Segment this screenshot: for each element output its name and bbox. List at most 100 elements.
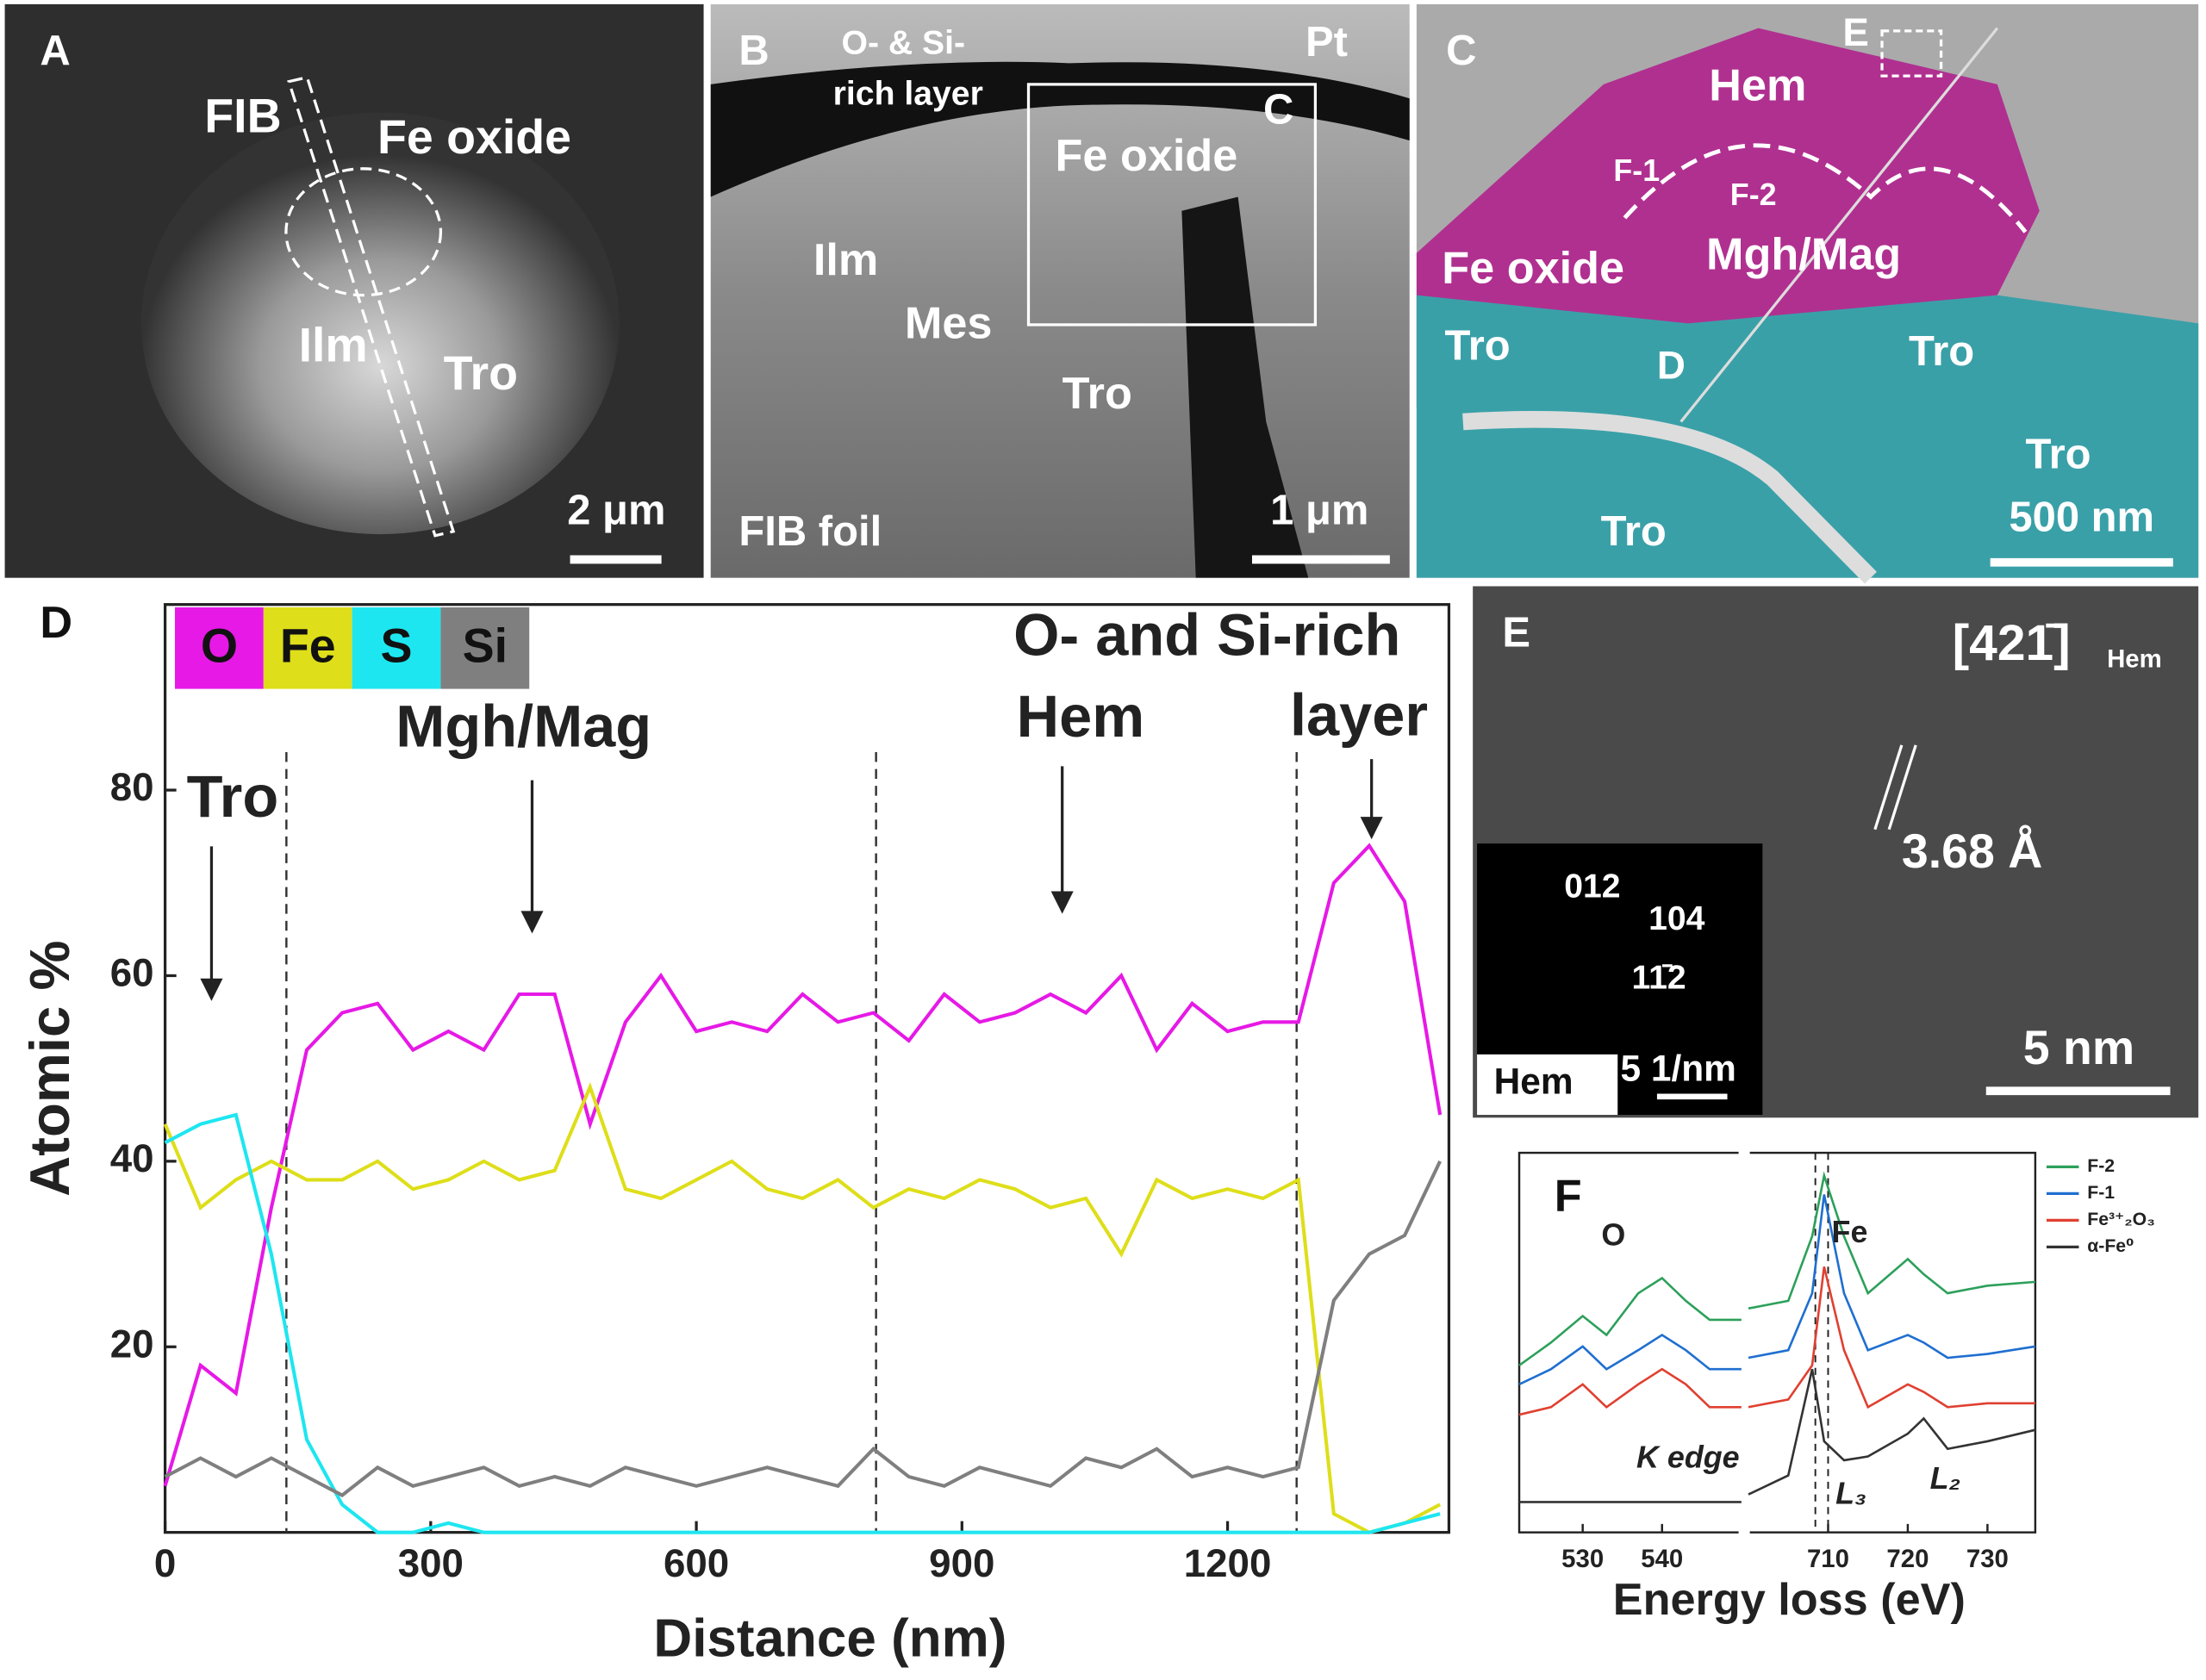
panel-letter: D [40, 598, 72, 648]
panel-letter: C [1446, 28, 1476, 74]
label: Tro [1601, 508, 1667, 555]
spectrum-line [1518, 1266, 2035, 1416]
data-line [163, 1082, 1442, 1534]
label: Tro [444, 346, 518, 400]
legend-label: Fe³⁺₂O₃ [2087, 1210, 2155, 1229]
fringe [1887, 744, 1917, 831]
y-tick-label: 20 [110, 1322, 154, 1366]
legend-swatch [263, 607, 352, 689]
label: Hem [1494, 1061, 1573, 1101]
scale-label: 5 nm [2023, 1021, 2134, 1074]
annotation: O [1601, 1217, 1625, 1252]
label: Tro [2025, 431, 2091, 477]
plot-frame [163, 603, 1451, 1534]
fib-outline [287, 75, 456, 538]
arrow-head [1360, 817, 1383, 840]
legend-label: α-Fe⁰ [2087, 1236, 2134, 1256]
annotation: Mgh/Mag [396, 694, 651, 760]
scale-label: 2 μm [567, 488, 665, 534]
vein [1462, 411, 1877, 584]
legend-swatch [175, 607, 264, 689]
data-line [164, 1112, 1441, 1534]
label: F-1 [1613, 153, 1660, 188]
label: C [1263, 86, 1293, 133]
annotation: Tro [187, 763, 279, 830]
scale-label: 1 μm [1270, 488, 1368, 534]
y-tick-label: 80 [110, 765, 154, 809]
legend-label: Si [463, 619, 508, 673]
line-scan [1679, 27, 1999, 423]
annotation: O- and Si-rich [1013, 602, 1400, 669]
label: Hem [2107, 645, 2162, 674]
label: Fe oxide [377, 110, 571, 164]
x-tick-label: 900 [929, 1541, 994, 1585]
legend-label: S [381, 619, 413, 673]
x-axis-label: Energy loss (eV) [1613, 1575, 1966, 1625]
box [1880, 29, 1943, 78]
spectrum-line [1519, 1368, 2036, 1503]
panel-letter: A [40, 28, 70, 74]
label: 11̄2 [1632, 960, 1686, 997]
label: Tro [1062, 369, 1132, 419]
legend-label: F-2 [2087, 1156, 2115, 1176]
legend-label: O [201, 619, 238, 673]
x-tick-label: 300 [398, 1541, 464, 1585]
label: Tro [1445, 323, 1511, 370]
fringe [1873, 744, 1904, 831]
label: 5 1/nm [1621, 1048, 1736, 1089]
outline [284, 167, 443, 297]
label: Mes [905, 298, 993, 348]
axis-break [1738, 1523, 1750, 1541]
scale-label: 500 nm [2009, 495, 2154, 541]
legend-swatch [352, 607, 441, 689]
label: Hem [1709, 61, 1806, 111]
arrow-head [1050, 891, 1074, 914]
x-tick-label: 710 [1807, 1545, 1849, 1573]
x-tick-label: 1200 [1184, 1541, 1272, 1585]
inset-label-box [1477, 1054, 1618, 1116]
label: 104 [1648, 900, 1705, 937]
label: FIB [204, 89, 281, 142]
box [1026, 83, 1318, 327]
legend-swatch [440, 607, 530, 689]
label: Fe oxide [1056, 131, 1238, 181]
label: Ilm [299, 318, 368, 371]
crack [1181, 196, 1309, 578]
label: 012 [1564, 868, 1620, 905]
x-tick-label: 720 [1886, 1545, 1929, 1573]
label: Fe oxide [1442, 244, 1624, 294]
y-tick-label: 40 [110, 1136, 154, 1180]
label: F-2 [1730, 177, 1777, 212]
spectrum-line [1518, 1194, 2036, 1386]
legend-label: F-1 [2087, 1183, 2115, 1203]
x-tick-label: 540 [1641, 1545, 1683, 1573]
label: [421̄] [1953, 615, 2071, 671]
data-line [163, 843, 1443, 1487]
panel-letter: F [1555, 1172, 1582, 1222]
annotation: K edge [1636, 1440, 1740, 1474]
y-axis-label: Atomic % [18, 940, 81, 1196]
tro-region [1416, 295, 2199, 578]
layer [710, 61, 1410, 197]
x-tick-label: 600 [664, 1541, 729, 1585]
axis-break [1738, 1144, 1750, 1161]
panel-letter: B [738, 28, 769, 74]
label: Ilm [813, 235, 878, 285]
annotation: Hem [1017, 683, 1145, 750]
x-tick-label: 730 [1966, 1545, 2009, 1573]
annotation: L₃ [1835, 1477, 1866, 1511]
annotation: L₂ [1930, 1461, 1961, 1496]
label: FIB foil [738, 508, 882, 555]
label: D [1657, 344, 1686, 388]
label: Tro [1909, 328, 1974, 375]
label: Pt [1306, 19, 1348, 65]
label: Mgh/Mag [1706, 229, 1901, 279]
panel-letter: E [1502, 610, 1530, 656]
plot-frame [1517, 1151, 2037, 1534]
y-tick-label: 60 [110, 951, 154, 995]
x-tick-label: 0 [154, 1541, 176, 1585]
spectrum-line [1518, 1171, 2035, 1366]
arrow-head [520, 911, 544, 934]
label: E [1842, 10, 1868, 54]
